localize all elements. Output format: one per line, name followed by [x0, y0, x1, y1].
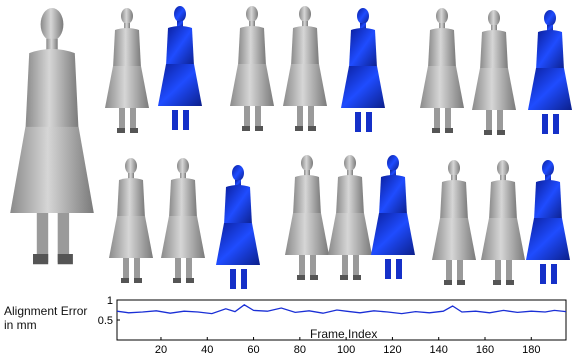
error-figure	[341, 8, 385, 132]
error-figure	[158, 6, 202, 130]
x-tick-label: 160	[476, 344, 494, 356]
y-axis-label-line2: in mm	[4, 318, 37, 332]
mesh-figure	[472, 10, 516, 135]
x-tick-label: 180	[522, 344, 540, 356]
mesh-figure	[109, 158, 153, 283]
error-figure	[528, 10, 572, 134]
large-mesh-figure	[10, 8, 94, 265]
alignment-error-chart: 0.5 1 20 40 60 80 100 120 140 160 180	[98, 295, 567, 356]
mesh-figure	[420, 8, 464, 133]
mesh-figure	[105, 8, 149, 133]
error-figure	[216, 165, 260, 289]
x-tick-label: 20	[155, 344, 167, 356]
mesh-figure	[481, 160, 525, 285]
x-tick-label: 60	[247, 344, 259, 356]
y-tick-label: 0.5	[98, 315, 113, 327]
mesh-figure	[283, 6, 327, 131]
mesh-figure	[161, 158, 205, 283]
mesh-figure	[230, 6, 274, 131]
error-figure	[526, 160, 570, 284]
series-line	[116, 304, 567, 315]
x-tick-label: 80	[294, 344, 306, 356]
mesh-figure	[432, 160, 476, 285]
x-tick-label: 140	[430, 344, 448, 356]
x-tick-label: 100	[337, 344, 355, 356]
x-tick-label: 40	[201, 344, 213, 356]
y-axis-label-line1: Alignment Error	[4, 304, 88, 318]
plot-frame	[116, 299, 567, 341]
mesh-figure	[285, 155, 329, 280]
mesh-figure	[328, 155, 372, 280]
y-tick-label: 1	[107, 295, 113, 307]
x-tick-label: 120	[383, 344, 401, 356]
x-axis-label: Frame Index	[310, 327, 378, 341]
error-figure	[371, 155, 415, 279]
